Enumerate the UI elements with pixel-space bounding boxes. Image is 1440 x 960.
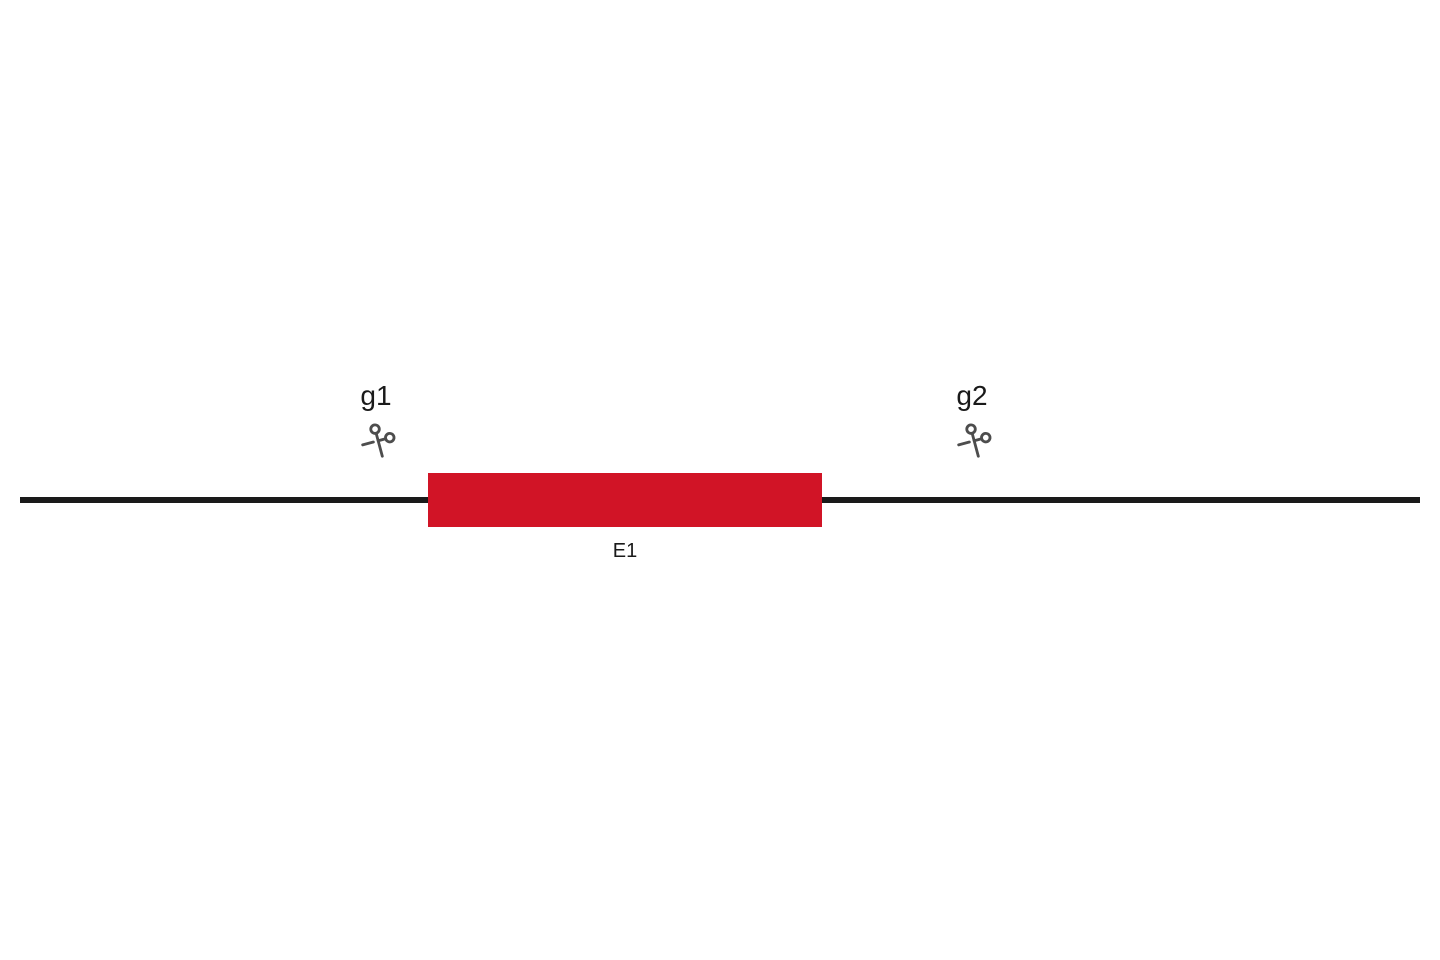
guide-label-g1: g1 — [360, 380, 391, 412]
scissors-icon — [947, 415, 998, 464]
scissors-icon — [351, 415, 402, 464]
exon-label: E1 — [613, 540, 637, 563]
genome-line-left — [20, 497, 428, 503]
guide-label-g2: g2 — [956, 380, 987, 412]
gene-diagram: E1 g1 g2 — [0, 0, 1440, 960]
exon-box — [428, 473, 822, 527]
genome-line-right — [822, 497, 1420, 503]
